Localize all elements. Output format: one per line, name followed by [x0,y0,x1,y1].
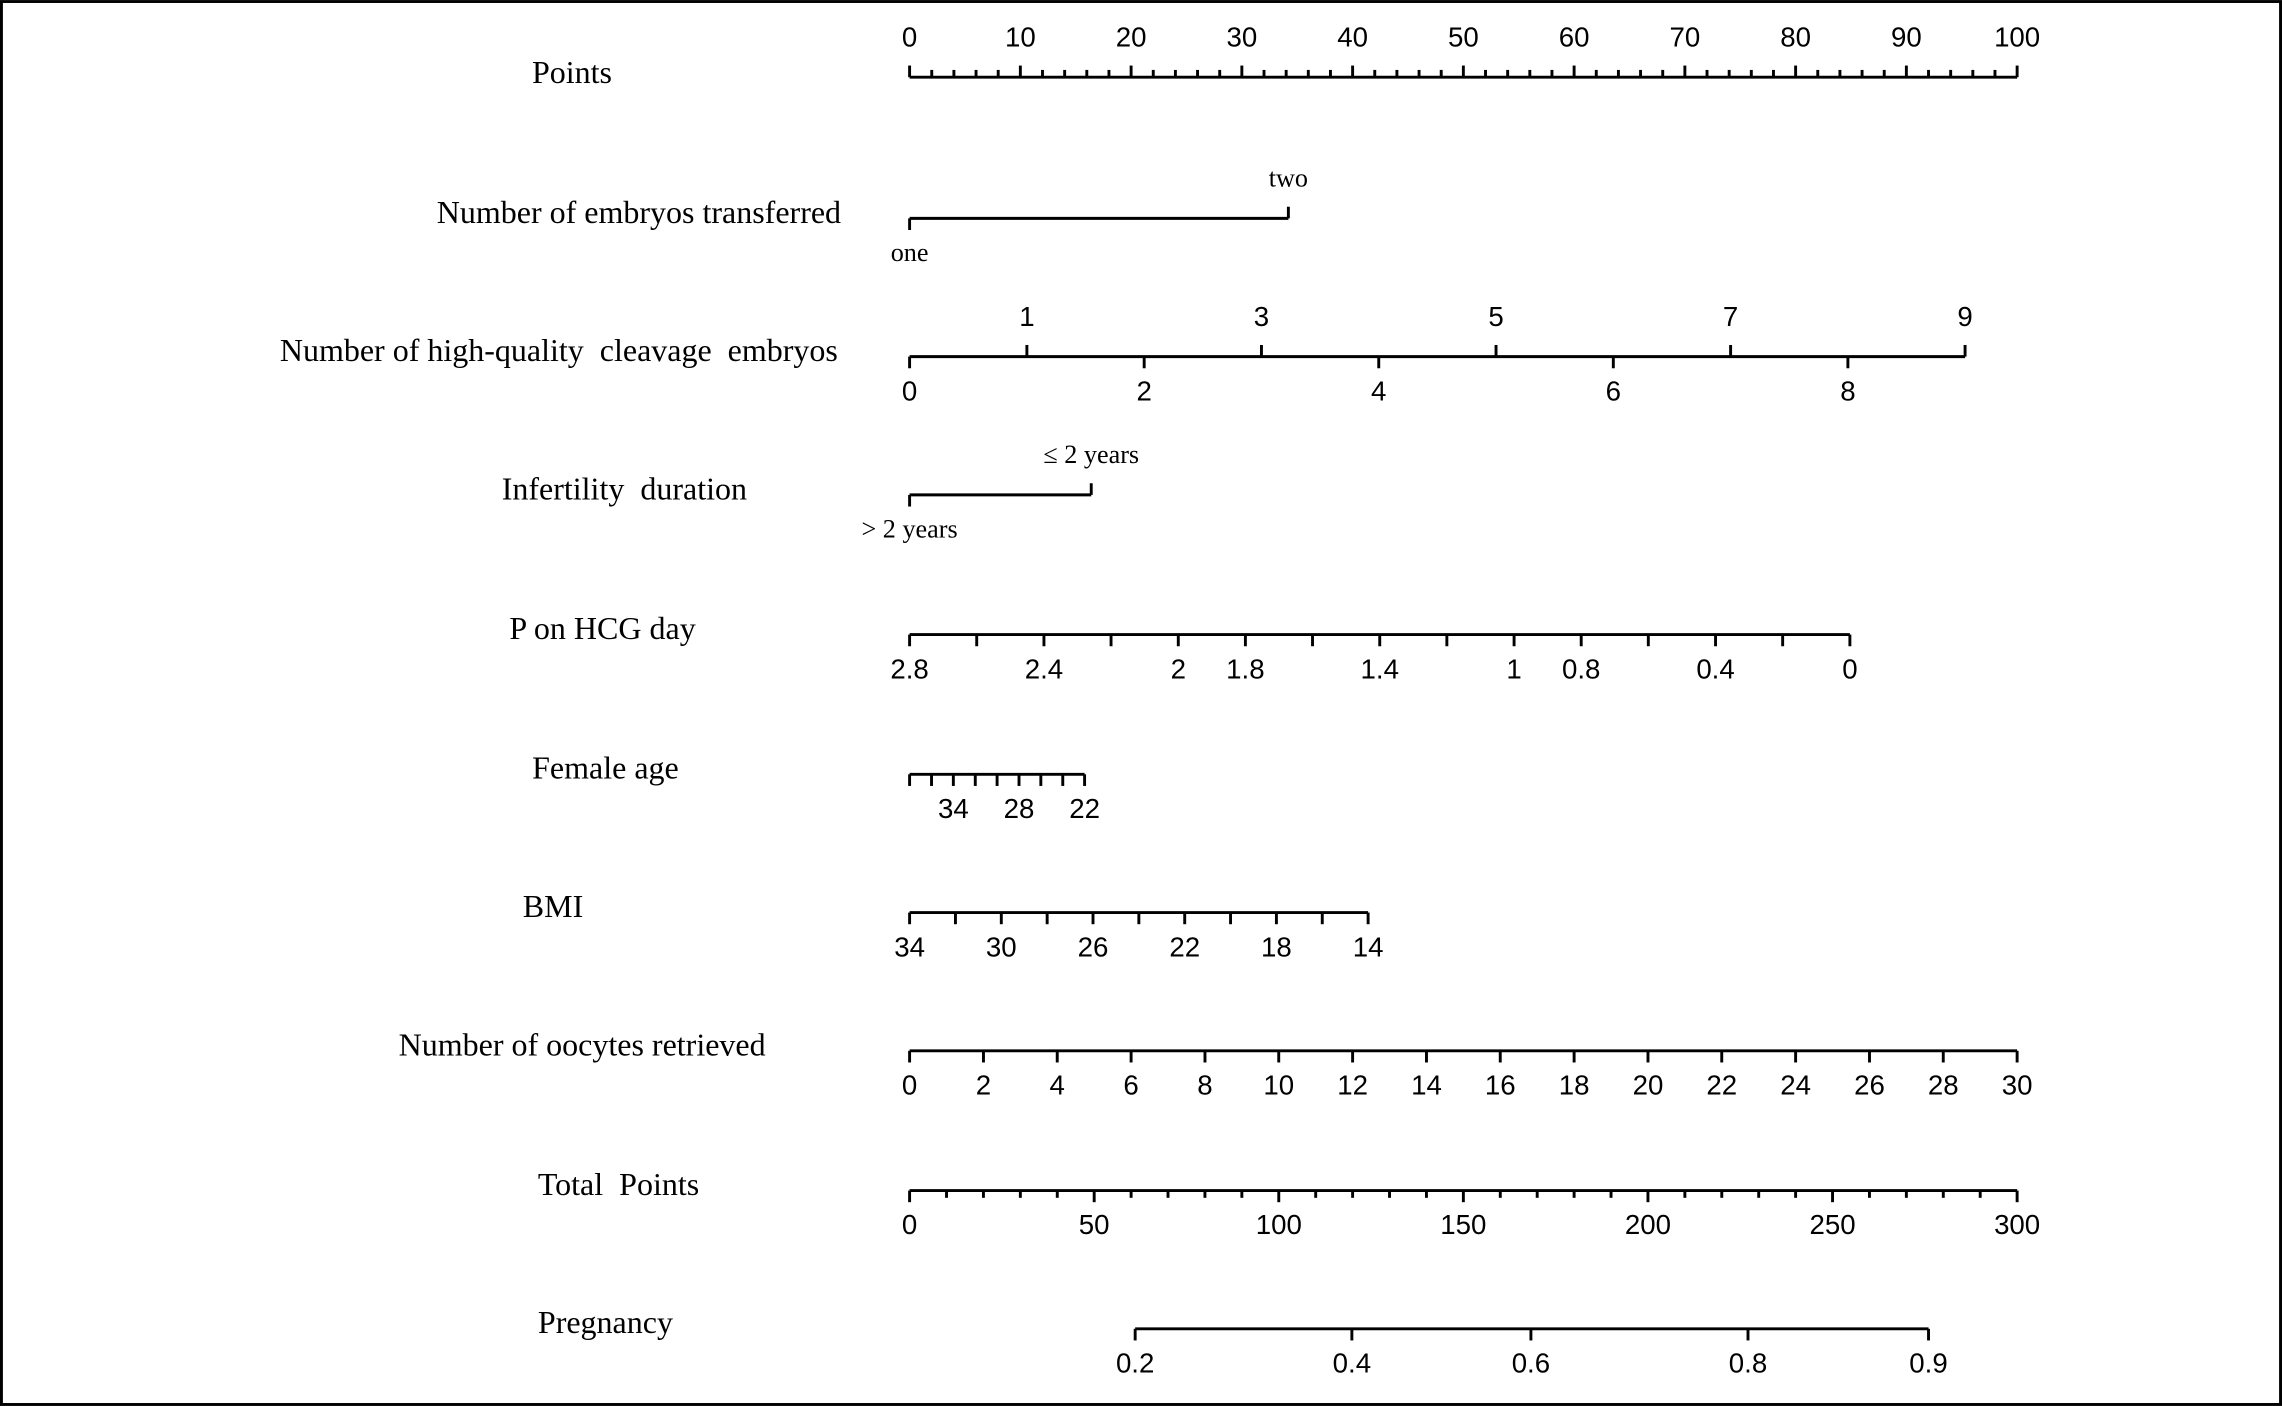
tick-label: 22 [1169,931,1200,962]
tick-label: 2 [976,1070,991,1101]
tick-label: 7 [1723,301,1738,332]
tick-label: 0 [902,1209,917,1240]
tick-label: 300 [1994,1209,2040,1240]
tick-label: ≤ 2 years [1043,440,1139,469]
tick-label: 6 [1606,375,1621,406]
tick-label: 8 [1197,1070,1212,1101]
tick-label: 18 [1559,1070,1590,1101]
tick-label: 4 [1371,375,1386,406]
tick-label: 250 [1809,1209,1855,1240]
tick-label: 22 [1706,1070,1737,1101]
tick-label: 22 [1069,793,1100,824]
tick-label: 2 [1171,653,1186,684]
tick-label: 1.8 [1226,653,1264,684]
tick-label: 3 [1254,301,1269,332]
tick-label: 200 [1625,1209,1671,1240]
tick-label: 0.9 [1909,1347,1947,1378]
tick-label: 100 [1256,1209,1302,1240]
tick-label: 0 [902,375,917,406]
tick-label: 0.4 [1696,653,1734,684]
tick-label: 80 [1780,22,1811,53]
tick-label: 9 [1957,301,1972,332]
tick-label: 16 [1485,1070,1516,1101]
tick-label: 0.8 [1562,653,1600,684]
tick-label: 50 [1079,1209,1110,1240]
tick-label: 6 [1123,1070,1138,1101]
tick-label: 1 [1019,301,1034,332]
tick-label: 26 [1078,931,1109,962]
tick-label: 0 [902,22,917,53]
tick-label: > 2 years [861,514,957,543]
row-label: BMI [523,888,583,924]
tick-label: 150 [1440,1209,1486,1240]
row-label: Total Points [538,1166,699,1202]
tick-label: 20 [1116,22,1147,53]
tick-label: 14 [1411,1070,1442,1101]
tick-label: 70 [1669,22,1700,53]
row-label: P on HCG day [509,610,695,646]
tick-label: 30 [986,931,1017,962]
tick-label: 24 [1780,1070,1811,1101]
row-label: Infertility duration [502,470,747,506]
row-label: Number of embryos transferred [437,194,841,230]
tick-label: 28 [1928,1070,1959,1101]
tick-label: 10 [1263,1070,1294,1101]
tick-label: 34 [938,793,969,824]
tick-label: 100 [1994,22,2040,53]
row-label: Number of oocytes retrieved [399,1026,766,1062]
tick-label: 1 [1506,653,1521,684]
tick-label: 2.8 [890,653,928,684]
tick-label: 4 [1050,1070,1065,1101]
tick-label: 34 [894,931,925,962]
row-label: Pregnancy [538,1304,673,1340]
tick-label: 90 [1891,22,1922,53]
row-label: Female age [532,750,679,786]
tick-label: 5 [1488,301,1503,332]
tick-label: 20 [1633,1070,1664,1101]
tick-label: 0 [1842,653,1857,684]
tick-label: two [1269,164,1308,193]
tick-label: 60 [1559,22,1590,53]
tick-label: 0.6 [1512,1347,1550,1378]
tick-label: 30 [2002,1070,2033,1101]
tick-label: 50 [1448,22,1479,53]
tick-label: 1.4 [1361,653,1399,684]
tick-label: 2 [1136,375,1151,406]
tick-label: 0 [902,1070,917,1101]
tick-label: 8 [1840,375,1855,406]
tick-label: 2.4 [1025,653,1063,684]
tick-label: 28 [1004,793,1035,824]
row-label: Number of high-quality cleavage embryos [280,332,838,368]
tick-label: 14 [1353,931,1384,962]
tick-label: 12 [1337,1070,1368,1101]
tick-label: 0.2 [1116,1347,1154,1378]
tick-label: 0.4 [1333,1347,1371,1378]
tick-label: 30 [1226,22,1257,53]
tick-label: 26 [1854,1070,1885,1101]
tick-label: 10 [1005,22,1036,53]
tick-label: 18 [1261,931,1292,962]
tick-label: 40 [1337,22,1368,53]
tick-label: 0.8 [1729,1347,1767,1378]
tick-label: one [891,238,929,267]
row-label: Points [532,54,612,90]
